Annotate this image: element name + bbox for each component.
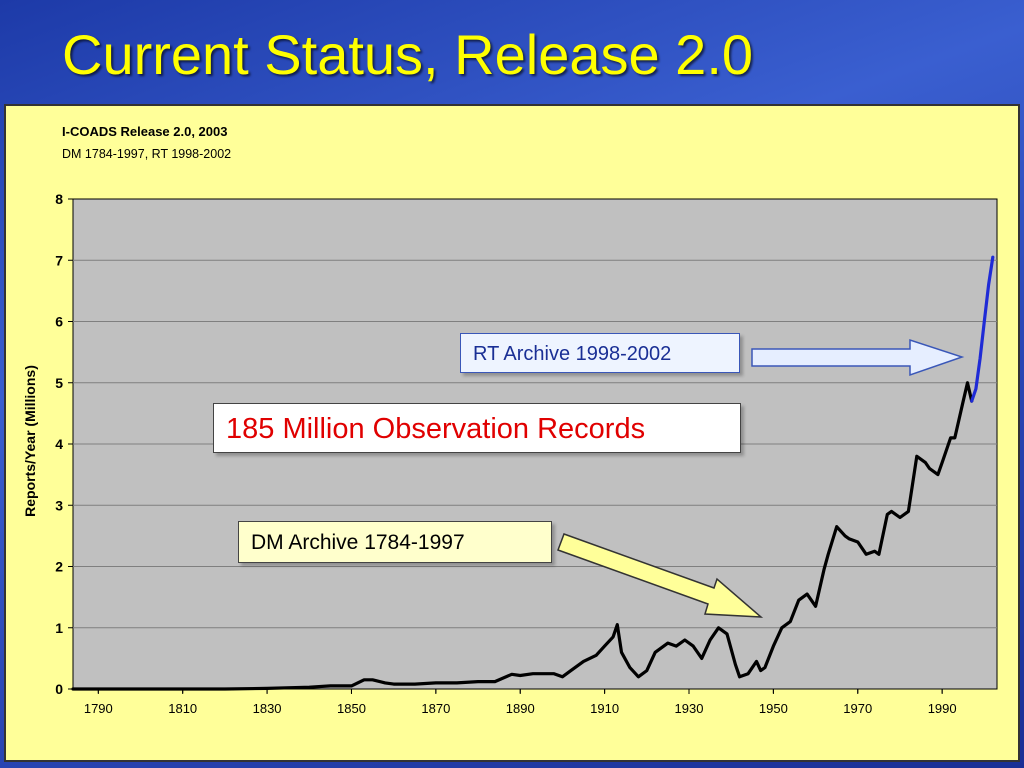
series-line-rt: [970, 255, 995, 403]
chart-title: I-COADS Release 2.0, 2003: [62, 124, 228, 139]
y-tick-label: 8: [55, 191, 63, 207]
x-tick-label: 1950: [759, 701, 788, 716]
x-tick-label: 1870: [421, 701, 450, 716]
x-tick-label: 1970: [843, 701, 872, 716]
x-tick-label: 1910: [590, 701, 619, 716]
chart-subtitle: DM 1784-1997, RT 1998-2002: [62, 147, 232, 161]
y-tick-label: 2: [55, 559, 63, 575]
rt-archive-label: RT Archive 1998-2002: [460, 333, 740, 373]
x-tick-label: 1830: [253, 701, 282, 716]
series-line-dm: [71, 381, 974, 691]
x-axis-ticks: 1790 1810 1830 1850 1870 1890 1910 1930 1950 1970…: [84, 689, 957, 716]
y-tick-label: 1: [55, 620, 63, 636]
y-tick-label: 6: [55, 314, 63, 330]
x-tick-label: 1930: [675, 701, 704, 716]
rt-archive-arrow: [751, 338, 965, 377]
x-tick-label: 1810: [168, 701, 197, 716]
dm-archive-label: DM Archive 1784-1997: [238, 521, 552, 563]
y-tick-label: 3: [55, 497, 63, 513]
dm-archive-arrow: [557, 533, 764, 618]
x-tick-label: 1850: [337, 701, 366, 716]
x-tick-label: 1990: [928, 701, 957, 716]
slide-title: Current Status, Release 2.0: [62, 23, 754, 86]
y-tick-label: 5: [55, 375, 63, 391]
y-tick-label: 4: [55, 436, 63, 452]
total-records-label: 185 Million Observation Records: [213, 403, 741, 453]
x-tick-label: 1890: [506, 701, 535, 716]
data-series: [71, 255, 995, 691]
y-axis-label: Reports/Year (Millions): [22, 365, 38, 517]
x-tick-label: 1790: [84, 701, 113, 716]
y-tick-label: 7: [55, 252, 63, 268]
y-axis-ticks: 0 1 2 3 4 5 6 7 8: [55, 191, 73, 697]
y-tick-label: 0: [55, 681, 63, 697]
